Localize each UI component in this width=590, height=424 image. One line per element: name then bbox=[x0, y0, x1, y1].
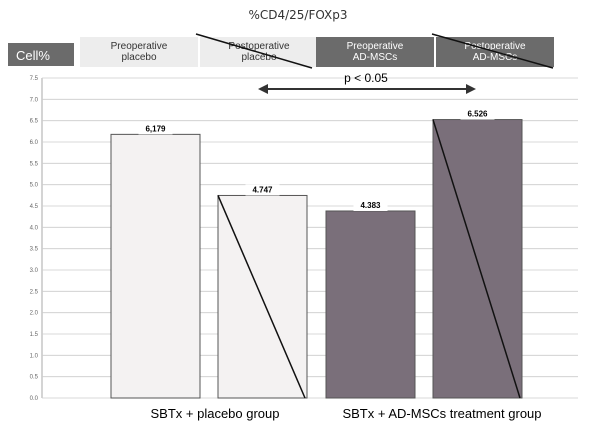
chart-title: %CD4/25/FOXp3 bbox=[248, 8, 347, 22]
header-text-2-1: Postoperative bbox=[228, 41, 290, 52]
header-text-4-1: Postoperative bbox=[464, 41, 526, 52]
p-value-label: p < 0.05 bbox=[344, 71, 388, 85]
header-text-2-2: placebo bbox=[241, 52, 276, 63]
bar-diagonal-4 bbox=[432, 119, 521, 399]
y-tick-label: 2.0 bbox=[30, 311, 39, 317]
header-text-3-2: AD-MSCs bbox=[353, 52, 397, 63]
group-label-placebo: SBTx + placebo group bbox=[151, 406, 280, 421]
y-tick-label: 7.5 bbox=[30, 76, 39, 82]
header-text-3-1: Preoperative bbox=[347, 41, 404, 52]
header-text-1-2: placebo bbox=[121, 52, 156, 63]
bar-label-bg-1 bbox=[138, 123, 173, 135]
y-tick-label: 4.0 bbox=[30, 225, 39, 231]
bar-label-bg-2 bbox=[245, 184, 280, 196]
y-tick-label: 3.5 bbox=[30, 247, 39, 253]
y-tick-label: 4.5 bbox=[30, 204, 39, 210]
column-headers: PreoperativeplaceboPostoperativeplaceboP… bbox=[80, 33, 554, 69]
cell-label-box bbox=[8, 43, 74, 66]
y-tick-label: 1.0 bbox=[30, 353, 39, 359]
bar-value-label-3: 4.383 bbox=[360, 201, 381, 210]
bar-value-labels: 6,179 4.747 4.383 6.526 bbox=[138, 108, 495, 211]
y-tick-label: 5.0 bbox=[30, 183, 39, 189]
header-text-4-2: AD-MSCs bbox=[473, 52, 517, 63]
bar-label-bg-4 bbox=[460, 108, 495, 120]
y-tick-labels: 0.0 0.5 1.0 1.5 2.0 2.5 3.0 3.5 4.0 4.5 5.0 5.5 6.0 6… bbox=[30, 76, 39, 402]
header-slash-ad-mscs bbox=[431, 33, 554, 69]
y-tick-label: 6.0 bbox=[30, 140, 39, 146]
y-tick-label: 2.5 bbox=[30, 289, 39, 295]
y-tick-label: 5.5 bbox=[30, 161, 39, 167]
arrow-head-right bbox=[466, 84, 476, 94]
bar-value-label-4: 6.526 bbox=[467, 110, 488, 119]
bar-diagonal-2 bbox=[217, 195, 306, 399]
y-tick-label: 0.5 bbox=[30, 375, 39, 381]
bars bbox=[110, 119, 523, 399]
arrow-head-left bbox=[258, 84, 268, 94]
y-tick-label: 1.5 bbox=[30, 332, 39, 338]
header-text-1-1: Preoperative bbox=[111, 41, 168, 52]
significance-annotation: p < 0.05 bbox=[258, 71, 476, 94]
bar-1 bbox=[110, 133, 201, 399]
y-axis-label: Cell% bbox=[16, 48, 50, 63]
y-tick-label: 7.0 bbox=[30, 97, 39, 103]
bar-value-label-2: 4.747 bbox=[252, 185, 273, 194]
bar-3 bbox=[325, 210, 416, 399]
bar-label-bg-3 bbox=[353, 199, 388, 211]
header-box-1 bbox=[80, 37, 198, 67]
header-box-3 bbox=[316, 37, 434, 67]
y-tick-label: 0.0 bbox=[30, 396, 39, 402]
group-label-ad-mscs: SBTx + AD-MSCs treatment group bbox=[342, 406, 541, 421]
y-tick-label: 3.0 bbox=[30, 268, 39, 274]
header-slash-placebo bbox=[195, 33, 313, 69]
bar-value-label-1: 6,179 bbox=[145, 124, 166, 133]
y-tick-label: 6.5 bbox=[30, 119, 39, 125]
